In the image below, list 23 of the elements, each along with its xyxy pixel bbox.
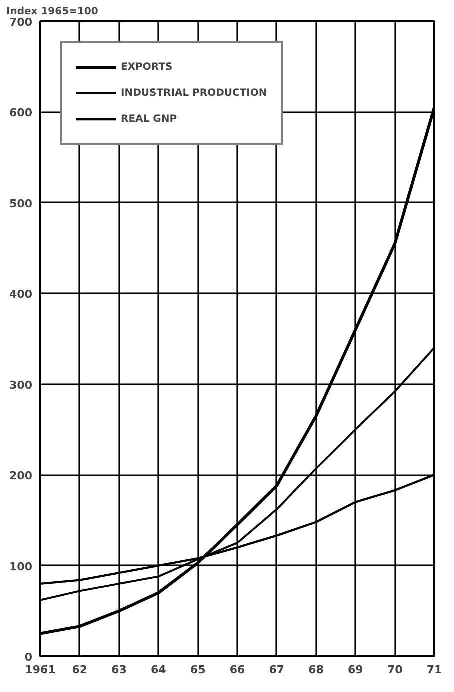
y-tick-label: 500: [10, 197, 33, 210]
x-tick-label: 62: [72, 664, 88, 676]
legend-label: EXPORTS: [121, 62, 173, 72]
y-axis-title: Index 1965=100: [6, 6, 98, 18]
x-tick-label: 67: [269, 664, 285, 676]
y-tick-label: 200: [10, 470, 33, 483]
x-tick-label: 70: [387, 664, 404, 676]
x-tick-label: 63: [112, 664, 127, 676]
x-tick-label: 66: [230, 664, 246, 676]
y-tick-label: 600: [10, 106, 33, 120]
x-tick-label: 71: [426, 664, 442, 676]
legend-label: REAL GNP: [121, 114, 178, 124]
x-tick-label: 1961: [25, 664, 56, 676]
x-tick-label: 64: [151, 664, 167, 676]
y-tick-label: 0: [24, 651, 33, 664]
y-tick-label: 300: [10, 378, 33, 392]
y-tick-label: 100: [10, 560, 33, 574]
y-tick-label: 400: [10, 288, 33, 302]
y-tick-label: 700: [10, 16, 33, 29]
legend-label: INDUSTRIAL PRODUCTION: [121, 88, 268, 98]
x-tick-label: 68: [308, 664, 324, 676]
x-tick-label: 69: [348, 664, 364, 676]
x-tick-label: 65: [190, 664, 206, 676]
